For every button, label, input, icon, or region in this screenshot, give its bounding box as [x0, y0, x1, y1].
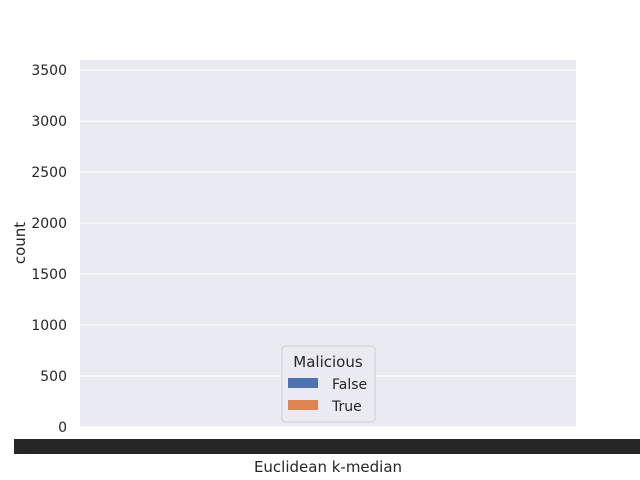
legend-swatch-true	[288, 400, 318, 410]
x-tick-label-first: 1.2	[14, 440, 36, 456]
y-tick-label: 3000	[31, 114, 67, 130]
legend-swatch-false	[288, 378, 318, 388]
y-tick-label: 2000	[31, 216, 67, 232]
y-tick-label: 3500	[31, 63, 67, 79]
y-tick-label: 0	[58, 420, 67, 436]
x-ticks: 1.2 8	[14, 439, 640, 456]
legend-title: Malicious	[293, 353, 363, 371]
y-tick-label: 1500	[31, 267, 67, 283]
legend-label-false: False	[332, 377, 367, 393]
y-tick-label: 2500	[31, 165, 67, 181]
y-tick-label: 1000	[31, 318, 67, 334]
legend-label-true: True	[331, 399, 362, 415]
y-tick-label: 500	[40, 369, 67, 385]
x-axis-label: Euclidean k-median	[254, 458, 402, 476]
x-tick-labels-overlap	[14, 439, 640, 454]
legend[interactable]: Malicious False True	[281, 345, 376, 423]
x-tick-label-last: 8	[630, 440, 639, 456]
y-ticks: 0 500 1000 1500 2000 2500 3000 3500	[31, 63, 67, 436]
y-axis-label: count	[11, 222, 29, 264]
